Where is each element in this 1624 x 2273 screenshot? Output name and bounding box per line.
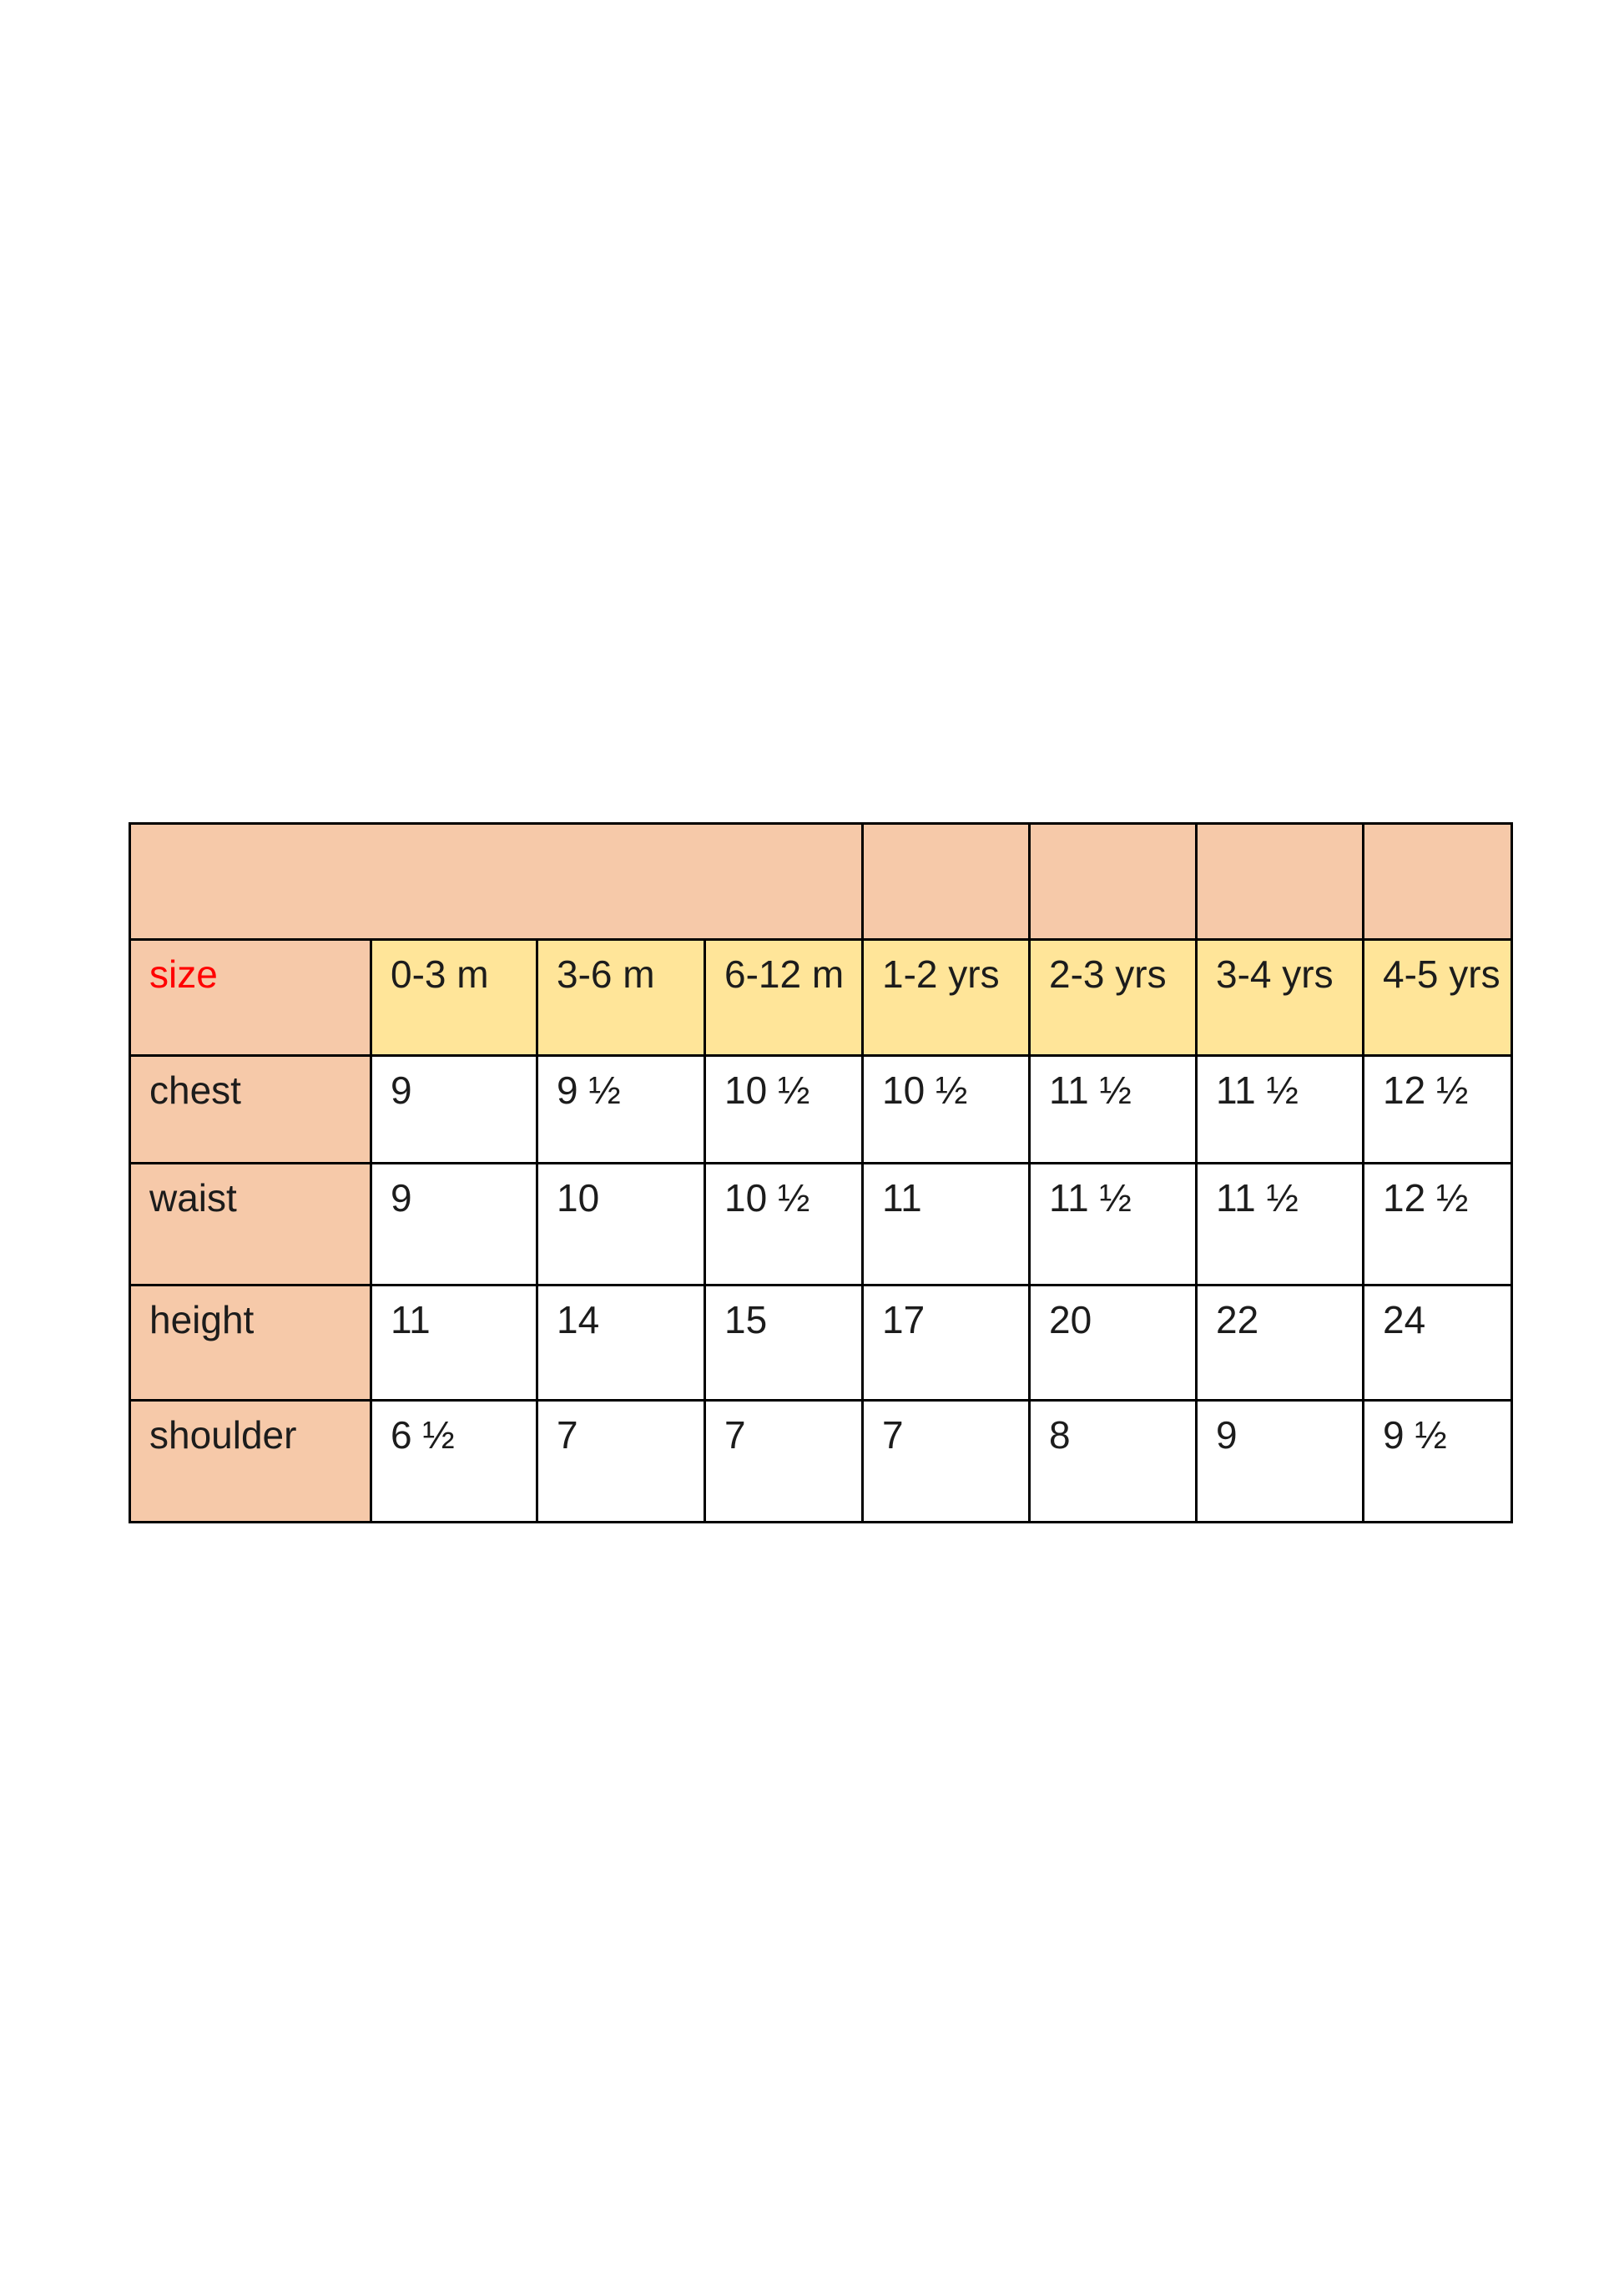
column-header-0-3m: 0-3 m <box>370 938 538 1057</box>
table-row-chest: chest 9 9 ½ 10 ½ 10 ½ 11 ½ 11 ½ 12 ½ <box>129 1054 1513 1164</box>
column-header-4-5yrs: 4-5 yrs <box>1362 938 1513 1057</box>
top-header-row <box>129 822 1513 941</box>
row-label-height: height <box>129 1284 372 1402</box>
size-header-row: size 0-3 m 3-6 m 6-12 m 1-2 yrs 2-3 yrs … <box>129 938 1513 1057</box>
top-header-cell-3-4yrs <box>1195 822 1364 941</box>
value-cell: 11 ½ <box>1028 1054 1198 1164</box>
value-cell: 11 <box>370 1284 538 1402</box>
top-header-cell-1-2yrs <box>861 822 1031 941</box>
value-cell: 12 ½ <box>1362 1162 1513 1286</box>
value-cell: 15 <box>704 1284 864 1402</box>
value-cell: 6 ½ <box>370 1399 538 1523</box>
column-header-6-12m: 6-12 m <box>704 938 864 1057</box>
value-cell: 11 ½ <box>1195 1054 1364 1164</box>
table-row-height: height 11 14 15 17 20 22 24 <box>129 1284 1513 1402</box>
value-cell: 22 <box>1195 1284 1364 1402</box>
value-cell: 11 <box>861 1162 1031 1286</box>
size-chart-container: size 0-3 m 3-6 m 6-12 m 1-2 yrs 2-3 yrs … <box>129 822 1513 1523</box>
value-cell: 20 <box>1028 1284 1198 1402</box>
top-header-cell-2-3yrs <box>1028 822 1198 941</box>
value-cell: 7 <box>704 1399 864 1523</box>
row-label-shoulder: shoulder <box>129 1399 372 1523</box>
value-cell: 9 ½ <box>1362 1399 1513 1523</box>
value-cell: 10 <box>536 1162 706 1286</box>
value-cell: 10 ½ <box>861 1054 1031 1164</box>
value-cell: 11 ½ <box>1028 1162 1198 1286</box>
table-row-waist: waist 9 10 10 ½ 11 11 ½ 11 ½ 12 ½ <box>129 1162 1513 1286</box>
value-cell: 9 <box>370 1162 538 1286</box>
column-header-3-4yrs: 3-4 yrs <box>1195 938 1364 1057</box>
value-cell: 24 <box>1362 1284 1513 1402</box>
value-cell: 17 <box>861 1284 1031 1402</box>
top-header-cell-4-5yrs <box>1362 822 1513 941</box>
value-cell: 14 <box>536 1284 706 1402</box>
value-cell: 11 ½ <box>1195 1162 1364 1286</box>
value-cell: 9 ½ <box>536 1054 706 1164</box>
column-header-1-2yrs: 1-2 yrs <box>861 938 1031 1057</box>
size-chart-table: size 0-3 m 3-6 m 6-12 m 1-2 yrs 2-3 yrs … <box>129 822 1513 1523</box>
top-header-merged-cell <box>129 822 864 941</box>
column-header-2-3yrs: 2-3 yrs <box>1028 938 1198 1057</box>
column-header-3-6m: 3-6 m <box>536 938 706 1057</box>
table-row-shoulder: shoulder 6 ½ 7 7 7 8 9 9 ½ <box>129 1399 1513 1523</box>
value-cell: 8 <box>1028 1399 1198 1523</box>
value-cell: 9 <box>1195 1399 1364 1523</box>
value-cell: 12 ½ <box>1362 1054 1513 1164</box>
value-cell: 10 ½ <box>704 1054 864 1164</box>
row-label-waist: waist <box>129 1162 372 1286</box>
value-cell: 10 ½ <box>704 1162 864 1286</box>
size-corner-label-cell: size <box>129 938 372 1057</box>
value-cell: 7 <box>536 1399 706 1523</box>
value-cell: 9 <box>370 1054 538 1164</box>
row-label-chest: chest <box>129 1054 372 1164</box>
value-cell: 7 <box>861 1399 1031 1523</box>
